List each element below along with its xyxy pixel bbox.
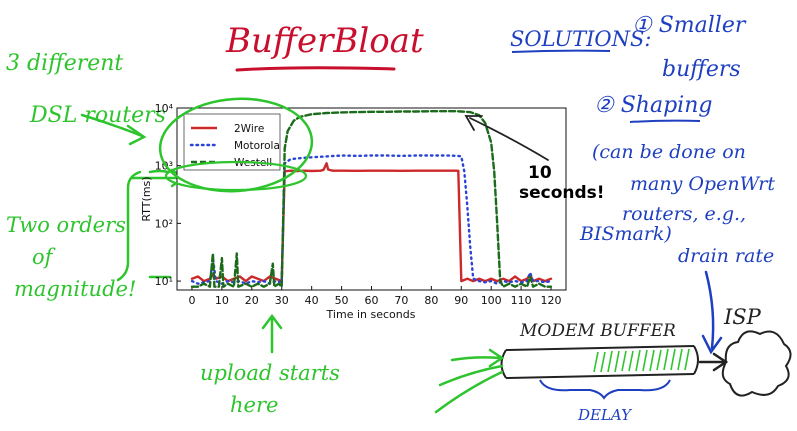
upload-arrow [261,313,283,354]
series-layer [190,110,553,288]
drain-rate-arrow [701,270,723,355]
incoming-traffic-arrows [434,348,505,414]
routers-arrow [80,113,147,146]
x-tick-label: 120 [541,294,562,307]
x-axis-ticks: 0 10 20 30 40 50 60 70 80 90 100 110 120 [188,286,562,307]
x-tick-label: 10 [215,294,229,307]
x-tick-label: 0 [188,294,195,307]
solution-2-line-3: many OpenWrt [630,173,775,195]
solution-2-line-6: drain rate [678,245,774,267]
orders-bracket [116,169,172,282]
delay-label: DELAY [577,406,633,424]
title-underline [235,66,396,72]
x-tick-label: 40 [305,294,319,307]
isp-label: ISP [723,305,762,329]
isp-link [698,352,729,372]
x-tick-label: 90 [454,294,468,307]
queued-packets [593,348,690,373]
legend-box [183,113,281,171]
note-routers-line-2: DSL routers [29,103,166,128]
solution-1-line-1: ① Smaller [632,13,747,38]
y-tick-label: 10⁴ [155,102,174,115]
note-orders-line-2: of [32,245,56,269]
x-tick-label: 70 [394,294,408,307]
note-orders-line-1: Two orders [6,213,126,237]
x-tick-label: 60 [365,294,379,307]
shaping-underline [629,119,701,123]
isp-cloud [721,330,792,397]
solution-2-line-4: routers, e.g., [622,203,746,225]
x-tick-label: 50 [335,294,349,307]
x-tick-label: 20 [245,294,259,307]
x-axis-label: Time in seconds [326,308,416,321]
solution-1-line-2: buffers [662,57,741,82]
modem-buffer-label: MODEM BUFFER [519,321,676,341]
solutions-heading: SOLUTIONS: [510,27,651,51]
solution-2-line-2: (can be done on [592,141,746,163]
note-upload-line-1: upload starts [200,361,340,385]
rtt-circle-annotation [164,160,308,192]
modem-buffer-pipe [500,345,699,379]
y-tick-label: 10² [155,217,173,230]
legend-label-motorola: Motorola [234,140,280,152]
x-tick-label: 30 [275,294,289,307]
note-orders-line-3: magnitude! [14,277,136,301]
y-axis-label: RTT(ms) [140,176,153,221]
delay-bracket [539,379,671,400]
slide-title: BufferBloat [225,21,424,61]
callout-line-1: 10 [528,163,552,183]
y-tick-label: 10¹ [155,275,173,288]
note-upload-line-2: here [230,393,278,417]
solution-2-line-5: BISmark) [579,223,672,245]
x-tick-label: 100 [481,294,502,307]
x-tick-label: 80 [424,294,438,307]
x-tick-label: 110 [511,294,532,307]
solutions-underline [511,49,611,53]
series-line-westell [190,110,553,288]
legend-label-2wire: 2Wire [234,123,264,135]
solution-2-line-1: ② Shaping [594,93,712,118]
callout-line-2: seconds! [519,183,605,203]
callout-arrow [464,115,549,161]
note-routers-line-1: 3 different [6,51,123,76]
